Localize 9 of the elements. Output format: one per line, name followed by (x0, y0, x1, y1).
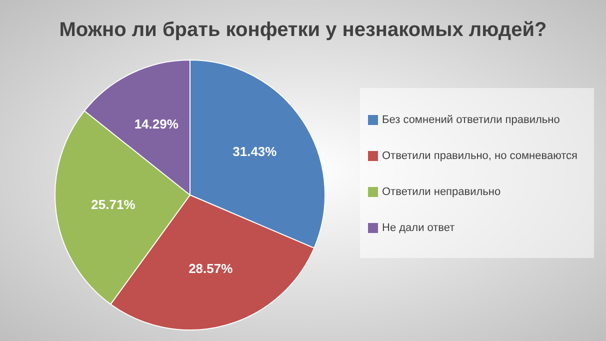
chart-title: Можно ли брать конфетки у незнакомых людей? (59, 19, 547, 41)
data-label: 28.57% (188, 261, 234, 276)
legend-label: Ответили неправильно (382, 186, 501, 198)
slice-label: Без сомнений ответили правильно (382, 114, 560, 126)
data-label: 31.43% (232, 144, 278, 159)
legend-label: Не дали ответ (382, 222, 455, 234)
data-label: 25.71% (91, 196, 136, 212)
legend-label: Ответили правильно, но сомневаются (382, 150, 578, 162)
data-label: 14.29% (134, 116, 179, 132)
